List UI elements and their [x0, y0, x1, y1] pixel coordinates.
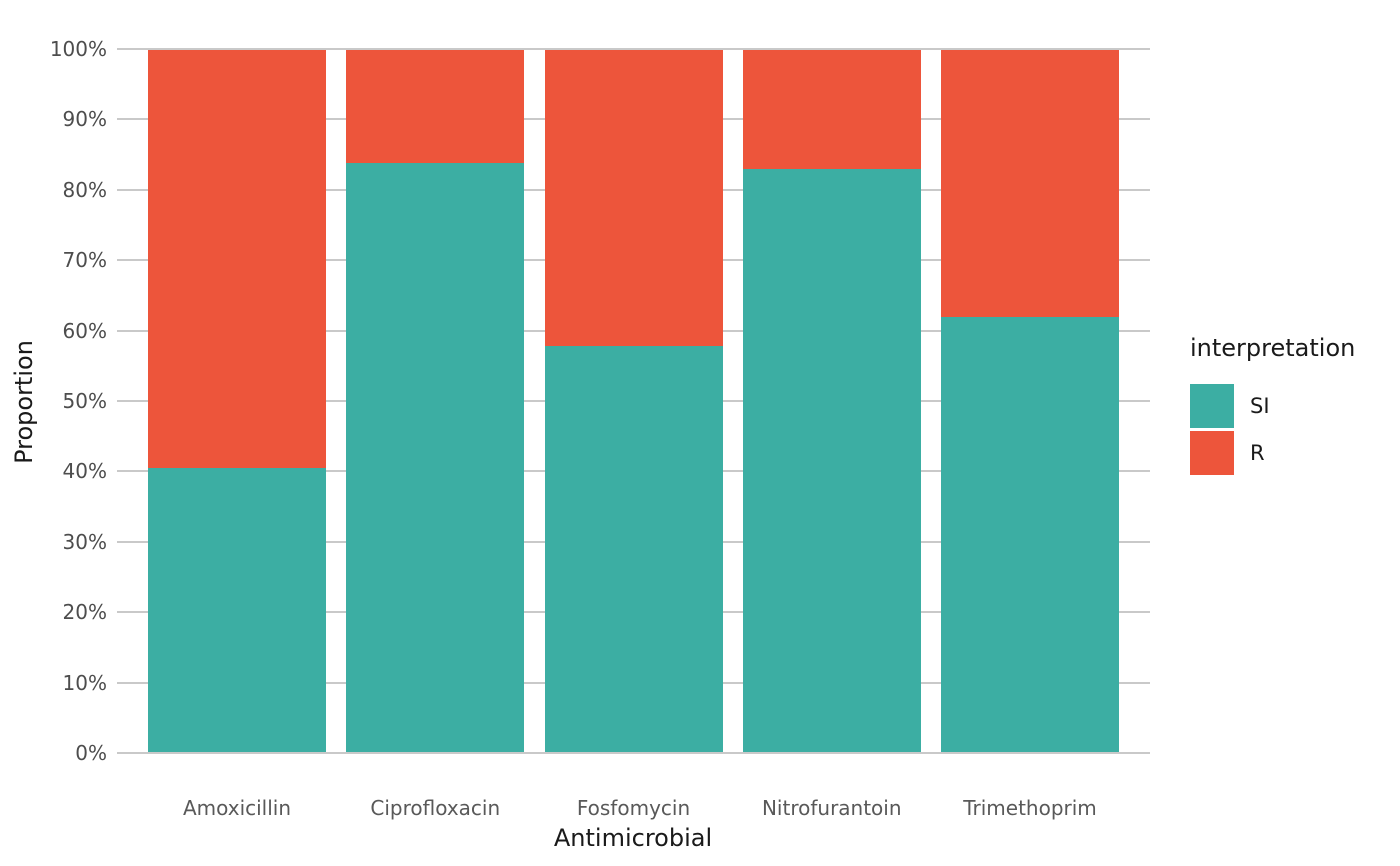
- bar-segment-r: [544, 50, 723, 347]
- bar-segment-si: [346, 163, 525, 752]
- bar-ciprofloxacin: [346, 50, 525, 752]
- y-tick-label: 70%: [62, 248, 107, 273]
- y-tick-label: 10%: [62, 670, 107, 695]
- bar-segment-si: [941, 316, 1119, 752]
- legend-swatch-si: [1190, 384, 1234, 428]
- y-tick-label: 30%: [62, 529, 107, 554]
- y-tick-label: 100%: [49, 37, 107, 61]
- y-tick-label: 60%: [62, 318, 107, 343]
- bar-fosfomycin: [544, 50, 723, 752]
- y-tick-label: 0%: [75, 741, 107, 765]
- legend-label: R: [1250, 441, 1265, 465]
- bar-segment-r: [742, 50, 921, 170]
- bar-segment-r: [941, 50, 1119, 317]
- y-tick-label: 40%: [62, 459, 107, 484]
- bar-nitrofurantoin: [742, 50, 921, 752]
- y-tick-label: 20%: [62, 600, 107, 625]
- grid-line: [117, 752, 1150, 754]
- x-tick-label: Nitrofurantoin: [761, 796, 902, 820]
- x-tick-label: Trimethoprim: [963, 796, 1097, 820]
- bar-trimethoprim: [941, 50, 1119, 752]
- bar-segment-r: [346, 50, 525, 164]
- y-tick-label: 80%: [62, 177, 107, 202]
- legend-title: interpretation: [1190, 334, 1356, 362]
- bar-segment-si: [544, 346, 723, 752]
- legend-item-r: R: [1190, 431, 1355, 475]
- bar-segment-si: [148, 467, 326, 752]
- x-tick-label: Amoxicillin: [182, 796, 292, 820]
- y-tick-label: 50%: [62, 389, 107, 413]
- x-tick-label: Fosfomycin: [576, 796, 691, 820]
- x-axis-title: Antimicrobial: [553, 824, 713, 852]
- legend-item-si: SI: [1190, 384, 1355, 428]
- legend-items: SI R: [1190, 384, 1355, 475]
- x-tick-label: Ciprofloxacin: [370, 796, 501, 820]
- grid-line: [117, 48, 1150, 50]
- legend: interpretation SI R: [1190, 334, 1355, 478]
- legend-label: SI: [1250, 394, 1270, 418]
- bar-segment-r: [148, 50, 326, 468]
- bar-amoxicillin: [148, 50, 326, 752]
- legend-swatch-r: [1190, 431, 1234, 475]
- bar-segment-si: [742, 169, 921, 752]
- plot-panel: [117, 48, 1150, 754]
- y-tick-label: 90%: [62, 107, 107, 132]
